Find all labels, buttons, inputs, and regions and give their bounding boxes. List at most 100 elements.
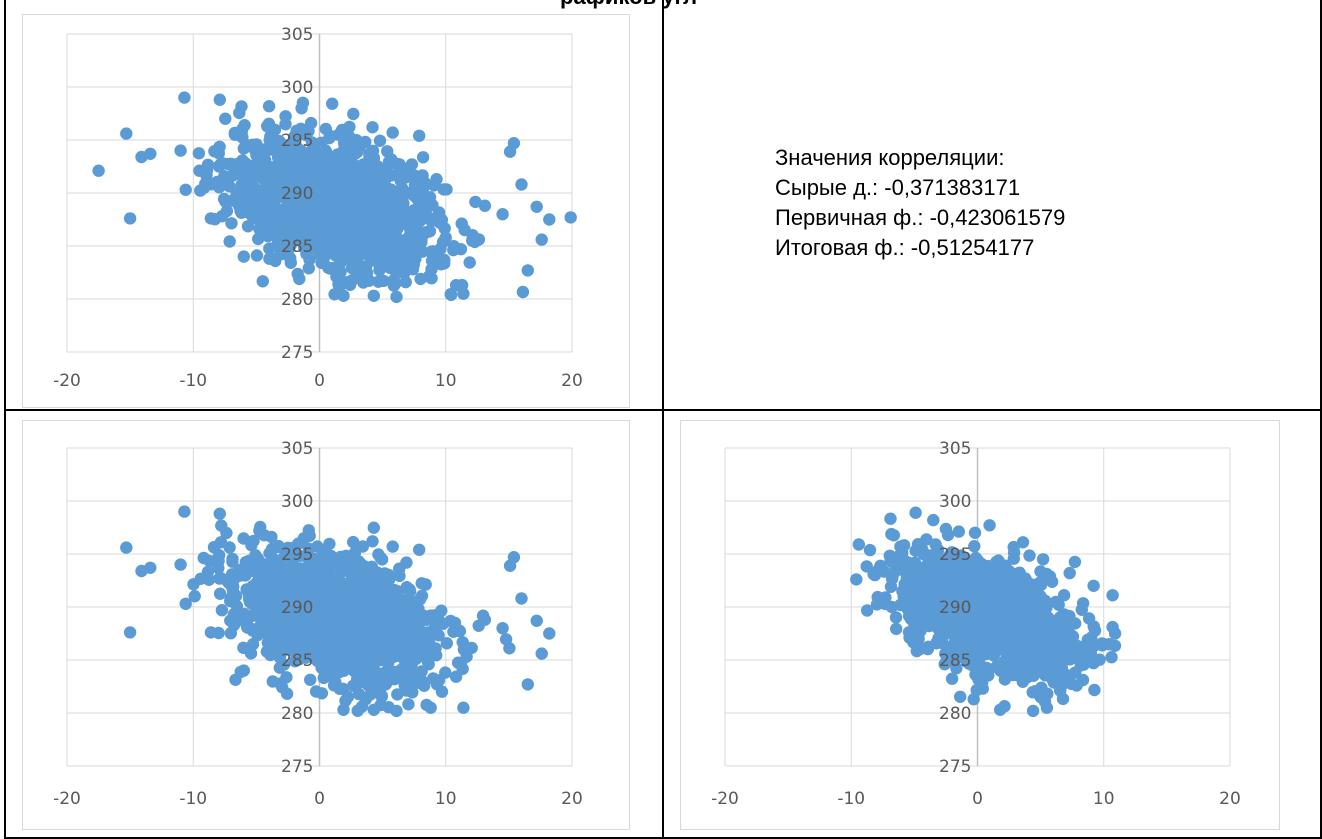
data-point <box>235 123 249 136</box>
data-point <box>1023 549 1036 562</box>
data-point <box>178 91 191 104</box>
data-point <box>917 548 930 561</box>
data-point <box>975 645 988 659</box>
data-point <box>144 147 157 160</box>
data-point <box>861 604 874 617</box>
data-point <box>264 143 278 156</box>
data-point <box>352 687 366 701</box>
data-point <box>234 204 247 217</box>
data-point <box>1007 540 1020 554</box>
data-point <box>207 541 221 554</box>
data-point <box>266 640 279 653</box>
data-point <box>440 637 453 650</box>
data-point <box>1015 593 1028 606</box>
data-point <box>280 687 294 700</box>
data-point <box>994 703 1007 716</box>
data-point <box>454 243 468 256</box>
data-point <box>889 611 903 624</box>
data-point <box>279 110 292 123</box>
data-point <box>403 583 416 596</box>
data-point <box>413 129 426 142</box>
data-point <box>358 261 372 274</box>
data-point <box>356 617 370 631</box>
data-point <box>370 580 383 593</box>
data-point <box>268 123 282 136</box>
data-point <box>380 214 393 227</box>
data-point <box>997 608 1011 622</box>
y-tick-label: 290 <box>281 598 313 618</box>
data-point <box>364 220 377 233</box>
data-point <box>213 93 226 106</box>
data-point <box>543 213 556 226</box>
correlation-primary: Первичная ф.: -0,423061579 <box>775 205 1066 230</box>
data-point <box>1068 555 1082 569</box>
data-point <box>188 590 201 603</box>
data-point <box>402 698 415 711</box>
x-tick-label: 20 <box>1219 789 1241 809</box>
data-point <box>386 540 399 553</box>
data-point <box>932 543 945 557</box>
data-point <box>1057 589 1071 602</box>
data-point <box>389 187 402 200</box>
data-point <box>1005 636 1019 650</box>
data-point <box>425 272 438 285</box>
scatter-series <box>92 91 577 304</box>
data-point <box>376 226 389 240</box>
data-point <box>948 562 961 575</box>
data-point <box>1007 552 1020 565</box>
data-point <box>346 592 359 605</box>
data-point <box>360 205 373 219</box>
data-point <box>410 652 423 665</box>
data-point <box>350 241 363 255</box>
data-point <box>304 673 317 686</box>
data-point <box>213 587 227 600</box>
data-point <box>850 573 863 586</box>
x-tick-label: 10 <box>435 789 457 809</box>
y-tick-label: 275 <box>281 343 313 363</box>
data-point <box>329 622 342 635</box>
data-point <box>213 572 226 585</box>
data-point <box>284 238 297 252</box>
data-point <box>201 158 215 171</box>
y-tick-label: 295 <box>281 545 313 565</box>
data-point <box>356 540 369 553</box>
data-point <box>353 640 366 654</box>
data-point <box>911 538 925 551</box>
data-point <box>515 178 528 191</box>
data-point <box>261 172 275 186</box>
x-tick-label: 20 <box>561 789 583 809</box>
data-point <box>292 537 305 550</box>
data-point <box>1076 597 1090 610</box>
data-point <box>411 628 424 641</box>
data-point <box>496 208 509 221</box>
data-point <box>302 552 315 566</box>
data-point <box>324 549 338 563</box>
x-tick-label: 20 <box>561 371 583 391</box>
data-point <box>564 211 577 224</box>
data-point <box>1059 668 1073 681</box>
data-point <box>432 206 446 219</box>
data-point <box>890 622 903 636</box>
data-point <box>1026 704 1040 718</box>
scatter-series <box>850 506 1122 718</box>
x-tick-label: -10 <box>179 789 207 809</box>
data-point <box>255 209 268 222</box>
data-point <box>399 666 413 679</box>
data-point <box>343 622 357 636</box>
data-point <box>353 630 366 643</box>
data-point <box>339 191 352 205</box>
data-point <box>252 232 265 246</box>
data-point <box>902 556 915 569</box>
data-point <box>895 540 909 553</box>
y-tick-label: 280 <box>281 290 313 310</box>
data-point <box>298 575 311 588</box>
data-point <box>507 137 521 150</box>
data-point <box>1045 654 1058 667</box>
data-point <box>1063 566 1076 580</box>
data-point <box>868 568 882 582</box>
data-point <box>256 607 269 620</box>
data-point <box>925 616 939 630</box>
data-point <box>273 651 287 664</box>
data-point <box>400 556 413 569</box>
data-point <box>967 566 980 579</box>
